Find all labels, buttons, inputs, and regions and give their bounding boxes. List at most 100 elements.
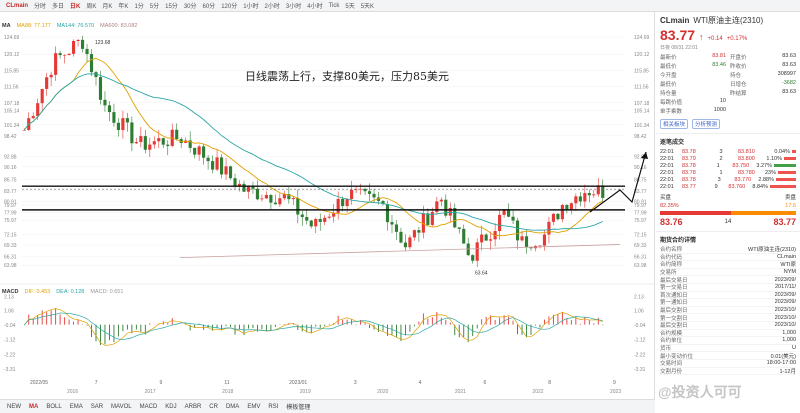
time-tick: 3 (354, 380, 357, 386)
trade-price: 83.77 (682, 183, 696, 190)
macd-value: 0.128 (70, 289, 85, 295)
quote-tags: 相关板块 分析预测 (656, 117, 800, 131)
period-tab[interactable]: 60分 (202, 4, 216, 10)
period-tab[interactable]: 1小时 (243, 4, 259, 10)
stat-item: 日增仓 -3682 (730, 80, 796, 88)
macd-tick-right: -2.22 (634, 352, 646, 358)
period-tab[interactable]: 分时 (34, 4, 47, 10)
stat-item: 最低价 83.46 (660, 62, 726, 70)
depth-pct: 1.10% (766, 155, 782, 162)
buy-label: 买盘 (660, 195, 672, 201)
kline-chart[interactable]: MA MA88: 77.177 MA144: 76.570 MA600: 83.08… (0, 12, 655, 399)
candle-body (601, 185, 605, 198)
stat-key: 最新价 (660, 55, 677, 61)
indicator-tab[interactable]: 模板管理 (286, 405, 311, 411)
depth-pct: 0.04% (774, 148, 790, 155)
candle-body (103, 99, 107, 106)
indicator-tab[interactable]: NEW (7, 403, 21, 410)
quote-tag[interactable]: 相关板块 (660, 119, 689, 129)
indicator-tab[interactable]: DMA (225, 403, 240, 410)
time-tick: 11 (224, 380, 229, 386)
trade-price: 83.78 (682, 148, 696, 155)
stat-value: 308997 (777, 71, 796, 77)
period-tab[interactable]: 15分 (165, 4, 178, 10)
sell-label: 卖盘 (784, 195, 796, 201)
trade-qty: 3 (719, 148, 723, 155)
bid-qty: 14 (724, 219, 732, 225)
macd-name: DIF (24, 289, 34, 295)
year-tick: 2018 (222, 389, 233, 395)
candle-body (323, 217, 327, 222)
candle-body (202, 146, 206, 158)
info-value: 2023/10/ (774, 322, 796, 329)
period-tab[interactable]: 5天K (360, 4, 375, 10)
indicator-tab[interactable]: EMV (247, 403, 261, 410)
price-tick-right: 66.31 (634, 254, 647, 260)
indicator-tab[interactable]: SAR (90, 403, 104, 410)
depth-bar (776, 178, 796, 181)
period-tab[interactable]: 1分 (134, 4, 144, 10)
trade-row: 22:01 83.78 1 83.750 3.27% (660, 162, 796, 169)
price-tick-left: 72.15 (4, 232, 17, 238)
indicator-tab[interactable]: RSI (268, 403, 279, 410)
candle-body (63, 54, 67, 56)
up-arrow-icon: ↑ (699, 32, 704, 42)
period-tab[interactable]: 年K (118, 4, 129, 10)
info-key: 交易所 (660, 270, 677, 277)
trade-qty: 3 (717, 176, 721, 183)
period-tab[interactable]: 2小时 (264, 4, 280, 10)
period-tab[interactable]: 4小时 (307, 4, 323, 10)
candle-body (511, 216, 515, 221)
period-tab[interactable]: 月K (102, 4, 113, 10)
period-tab[interactable]: 5天 (345, 4, 355, 10)
period-tab[interactable]: Tick (328, 2, 340, 9)
stat-key: 最低价 (660, 64, 677, 70)
time-tick: 9 (613, 380, 616, 386)
trade-qty: 1 (716, 162, 720, 169)
period-tab[interactable]: 多日 (52, 4, 65, 10)
period-tab[interactable]: 周K (86, 4, 97, 10)
info-value: WTI原 (780, 262, 796, 269)
candle-body (121, 118, 125, 131)
candle-body (228, 166, 233, 179)
year-tick: 2017 (145, 389, 156, 395)
indicator-tab[interactable]: MAVOL (111, 403, 132, 410)
candle-body (125, 118, 129, 123)
info-key: 首次通知日 (660, 292, 688, 299)
candle-body (426, 213, 430, 225)
macd-value: 0.651 (109, 289, 124, 295)
period-tab[interactable]: 120分 (221, 4, 238, 10)
indicator-tab[interactable]: MACD (139, 403, 158, 410)
stat-item: 每跳价值 10 (660, 98, 726, 106)
price-tick-right: 115.85 (634, 68, 649, 74)
candle-body (520, 236, 524, 241)
period-tab[interactable]: 日K (70, 4, 81, 10)
info-row: 首次通知日 2023/09/ (660, 292, 796, 300)
indicator-tab[interactable]: CR (209, 403, 218, 410)
info-value: 18:00-17:00 (766, 360, 796, 367)
indicator-tab[interactable]: EMA (69, 403, 83, 410)
candle-body (489, 239, 493, 241)
trade-row: 22:01 83.78 3 83.770 2.88% (660, 176, 796, 183)
info-value: CLmain (777, 253, 796, 260)
depth-cell: 0.04% (762, 149, 796, 155)
indicator-tab[interactable]: KDJ (165, 403, 177, 410)
quote-tag[interactable]: 分析预测 (692, 119, 721, 129)
period-tab[interactable]: 30分 (183, 4, 197, 10)
symbol-code: CLmain (660, 16, 690, 25)
stat-item: 单手乘数 1000 (660, 107, 726, 115)
period-tab[interactable]: 3小时 (285, 4, 302, 10)
candle-body (484, 234, 488, 241)
candle-body (565, 205, 569, 211)
indicator-tab[interactable]: ARBR (184, 403, 202, 410)
trade-row: 22:01 83.79 2 83.800 1.10% (660, 155, 796, 162)
price-tick-right: 124.69 (634, 35, 650, 41)
toolbar-symbol[interactable]: CLmain (6, 2, 29, 9)
indicator-tab[interactable]: MA (29, 403, 39, 410)
indicator-tab[interactable]: BOLL (46, 403, 62, 410)
ma600-line (179, 244, 621, 259)
stat-item: 最低价 (660, 80, 726, 88)
contract-info: 合约名称 WTI原油主连(2310) 合约代码 CLmain 合约简称 WTI原 交易所 NY… (656, 245, 800, 376)
candle-body (372, 193, 376, 198)
period-tab[interactable]: 5分 (149, 4, 160, 10)
